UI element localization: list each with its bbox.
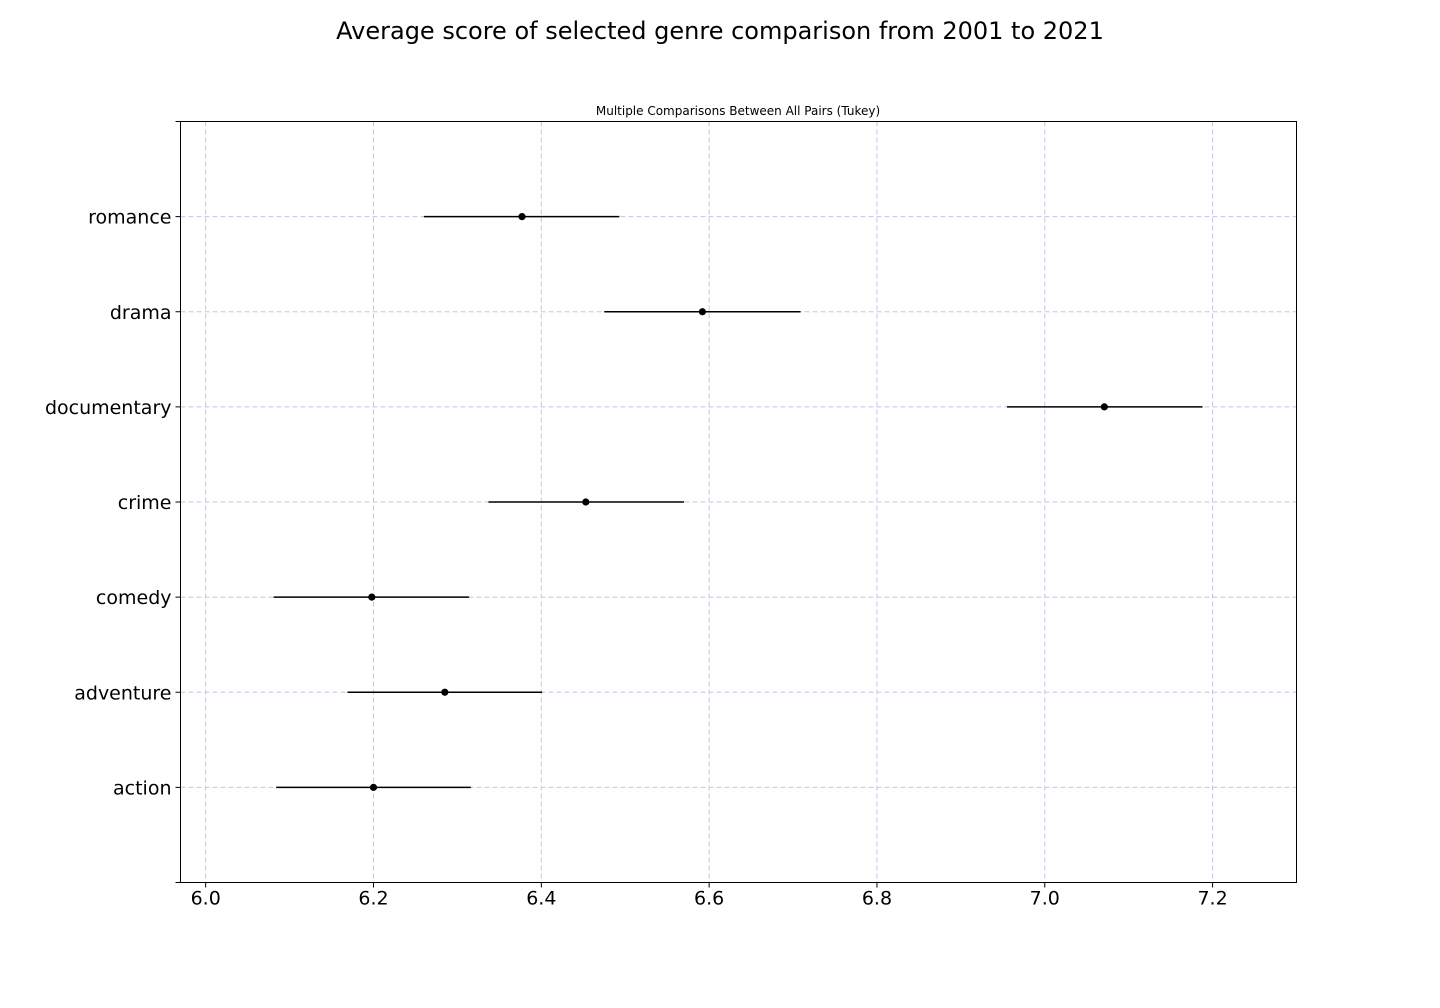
axis-ticks xyxy=(175,121,1214,888)
mean-marker-adventure xyxy=(441,688,449,696)
y-tick-label-adventure: adventure xyxy=(74,682,171,704)
mean-marker-romance xyxy=(518,213,526,221)
axes-frame xyxy=(180,121,1297,883)
x-tick-label: 6.2 xyxy=(358,888,388,910)
axes-subtitle: Multiple Comparisons Between All Pairs (… xyxy=(596,104,880,118)
x-tick-label: 7.0 xyxy=(1030,888,1060,910)
x-tick-label: 6.6 xyxy=(694,888,724,910)
y-tick-labels: romance drama documentary crime comedy advent… xyxy=(45,207,172,800)
plot-marks xyxy=(273,213,1203,791)
y-tick-label-crime: crime xyxy=(118,492,172,514)
mean-marker-documentary xyxy=(1100,403,1108,411)
y-tick-label-drama: drama xyxy=(110,302,172,324)
mean-marker-action xyxy=(369,783,378,791)
x-tick-label: 7.2 xyxy=(1197,888,1227,910)
gridlines xyxy=(180,121,1297,883)
y-tick-label-comedy: comedy xyxy=(96,587,172,609)
x-tick-label: 6.4 xyxy=(526,888,556,910)
x-tick-labels: 6.0 6.2 6.4 6.6 6.8 7.0 7.2 xyxy=(191,888,1228,910)
x-tick-label: 6.0 xyxy=(191,888,221,910)
mean-marker-crime xyxy=(582,498,590,506)
mean-marker-drama xyxy=(698,308,707,316)
mean-marker-comedy xyxy=(368,593,376,601)
y-tick-label-romance: romance xyxy=(88,207,171,229)
chart-title: Average score of selected genre comparis… xyxy=(336,17,1104,45)
x-tick-label: 6.8 xyxy=(862,888,892,910)
y-tick-label-documentary: documentary xyxy=(45,397,172,419)
y-tick-label-action: action xyxy=(113,777,171,799)
